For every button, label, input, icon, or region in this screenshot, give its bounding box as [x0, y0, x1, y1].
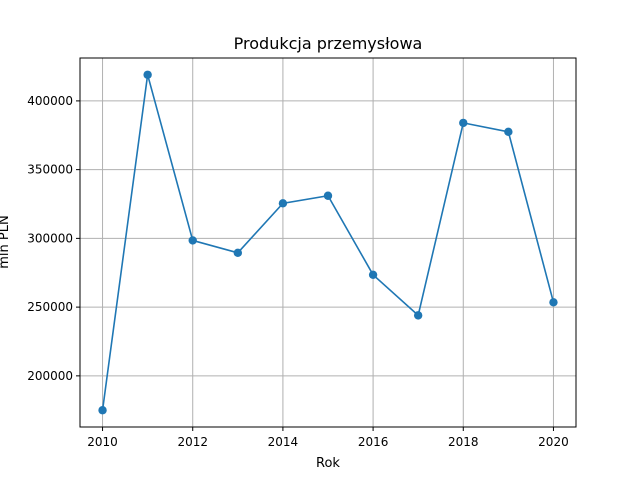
x-tick-label: 2014: [268, 435, 299, 449]
data-point-2012: [188, 236, 197, 245]
x-tick-label: 2010: [87, 435, 118, 449]
grid: [80, 58, 576, 427]
data-point-2010: [98, 406, 107, 415]
plot-area-frame: [79, 57, 577, 428]
data-point-2018: [459, 118, 468, 128]
y-tick-label: 400000: [27, 94, 73, 108]
y-tick-label: 250000: [27, 300, 73, 314]
data-point-2017: [413, 311, 423, 320]
series-line: [101, 74, 555, 411]
x-tick-label: 2018: [448, 435, 479, 449]
data-point-2016: [368, 270, 378, 280]
y-tick-label: 300000: [27, 231, 73, 245]
data-point-2015: [323, 191, 333, 200]
data-point-2011: [143, 70, 152, 79]
data-point-2019: [504, 127, 513, 137]
data-point-2013: [233, 248, 243, 258]
x-tick-label: 2016: [358, 435, 389, 449]
x-tick-label: 2012: [177, 435, 208, 449]
x-tick-label: 2020: [538, 435, 569, 449]
y-tick-label: 200000: [27, 369, 73, 383]
data-point-2020: [549, 298, 558, 307]
y-tick-label: 350000: [27, 163, 73, 177]
series-layer: [98, 70, 558, 415]
chart-title: Produkcja przemysłowa: [234, 34, 423, 53]
data-point-2014: [278, 199, 288, 208]
x-axis-label: Rok: [316, 456, 340, 471]
axis-ticks: 2010 2012 2014 2016 2018 2020 200000 250000 3000…: [27, 94, 569, 449]
y-axis-label: mln PLN: [0, 215, 12, 268]
